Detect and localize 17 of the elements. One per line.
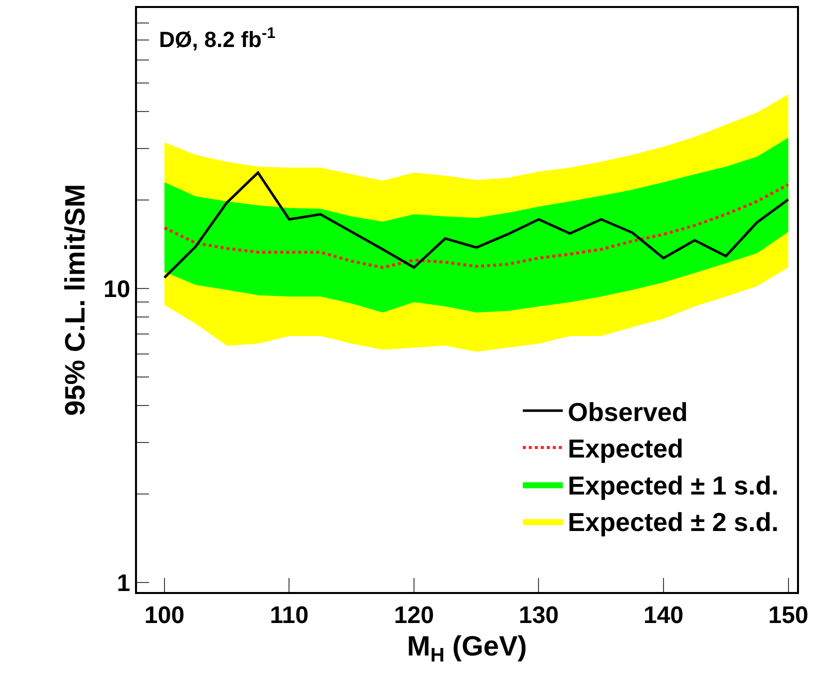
x-tick-label: 110 bbox=[270, 602, 309, 629]
y-tick-label: 1 bbox=[116, 570, 130, 598]
x-tick-label: 100 bbox=[144, 602, 184, 629]
x-tick-label: 150 bbox=[768, 602, 808, 629]
x-tick-label: 130 bbox=[518, 602, 559, 629]
line-series bbox=[163, 171, 790, 279]
y-axis-title: 95% C.L. limit/SM bbox=[60, 184, 91, 416]
legend-label: Observed bbox=[568, 396, 688, 427]
x-tick-label: 120 bbox=[394, 602, 434, 629]
y-tick-label: 10 bbox=[103, 276, 130, 304]
annotation: DØ, 8.2 fb$^{-1}$ bbox=[159, 25, 276, 52]
legend-label: Expected ± 2 s.d. bbox=[568, 507, 779, 538]
x-tick-label: 140 bbox=[643, 602, 684, 629]
line-series bbox=[162, 183, 790, 269]
legend-label: Expected ± 1 s.d. bbox=[568, 470, 779, 500]
x-axis-title: M$_{H}$ (GeV) bbox=[407, 630, 527, 666]
legend-label: Expected bbox=[568, 434, 684, 464]
